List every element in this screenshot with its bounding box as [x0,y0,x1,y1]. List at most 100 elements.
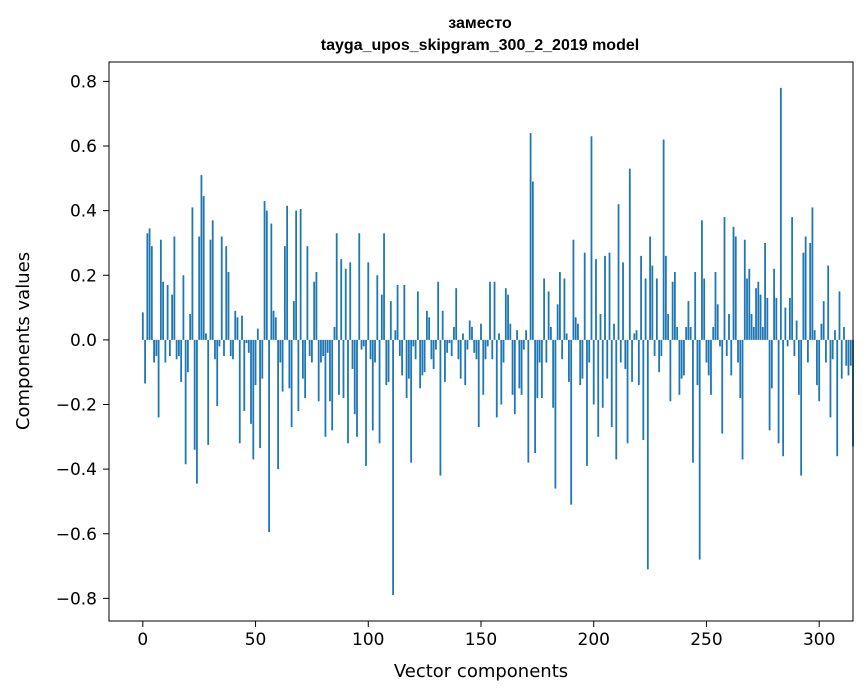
bar [180,339,183,382]
bar [335,233,338,340]
bar [545,339,548,363]
bar [184,339,187,465]
bar [437,281,440,340]
bar [786,339,789,347]
bar [238,339,241,444]
bar [299,209,302,340]
bar [804,236,807,340]
bar [220,236,223,340]
bar [511,339,514,395]
bar [301,339,304,379]
bar [678,339,681,395]
y-tick-label: −0.2 [56,396,97,416]
bar [513,339,516,415]
bar [534,339,537,453]
bar [761,326,764,340]
bar [766,297,769,340]
bar [471,326,473,340]
bar [371,339,374,431]
bar [527,339,530,463]
bar [306,246,309,340]
bar [820,323,823,340]
bar [721,339,724,434]
bar [502,339,505,363]
bar [414,339,417,360]
bar [797,339,800,395]
bar [813,330,816,340]
bar [477,339,480,428]
bar [613,323,615,340]
bar [423,339,426,373]
bars-group [141,87,854,596]
bar [734,236,737,340]
bar [610,339,613,428]
bar [164,339,167,363]
bar [590,136,593,340]
bar [624,339,627,369]
y-tick-label: −0.6 [56,525,97,545]
bar [171,294,174,340]
bar [818,339,821,402]
bar [658,339,661,373]
bar [719,339,721,347]
bar [701,220,703,340]
bar [349,262,352,340]
ticks-group: 0 50 100 150 200 250 300 −0.8 −0.6 −0.4 −0.2 0.0 0.2… [56,72,836,650]
bar [712,326,715,340]
bar [725,339,728,357]
bar [344,268,347,340]
bar [770,339,773,389]
bar [518,339,521,389]
bar [549,326,552,340]
bar [168,339,171,357]
bar [331,339,334,431]
bar [374,339,376,363]
bar [187,339,189,373]
bar [529,133,532,340]
bar [822,301,825,340]
bar [207,339,210,445]
bar [380,294,383,340]
bar [320,339,322,363]
x-tick-label: 300 [803,630,835,650]
bar [793,339,796,357]
bar [173,236,176,340]
bar [286,205,289,340]
bar [274,317,277,340]
bar [311,339,313,363]
bar [628,168,631,340]
bar [646,339,649,570]
bar [444,339,446,382]
bar [457,339,460,360]
bar [559,272,561,340]
bar [504,288,507,340]
bar [743,239,746,340]
bar [662,139,665,340]
bar [640,255,642,340]
bar [439,339,442,476]
bar [660,339,663,357]
bar [223,339,225,357]
bar [556,304,559,340]
bar [777,339,780,444]
bar [784,307,787,340]
y-tick-label: 0.2 [70,266,97,286]
bar [788,297,791,340]
bar [317,339,320,402]
bar [432,339,435,369]
bar [570,339,573,505]
bar [838,291,841,340]
bar [288,339,291,389]
bar [448,339,451,344]
bar [322,339,325,357]
bar [191,207,194,340]
bar [446,339,449,353]
bar [292,301,295,340]
bar [516,330,518,340]
bar [669,339,672,402]
bar [362,339,365,347]
bar [779,87,782,340]
bar [358,233,361,340]
bar [211,220,214,340]
bar [540,339,543,399]
